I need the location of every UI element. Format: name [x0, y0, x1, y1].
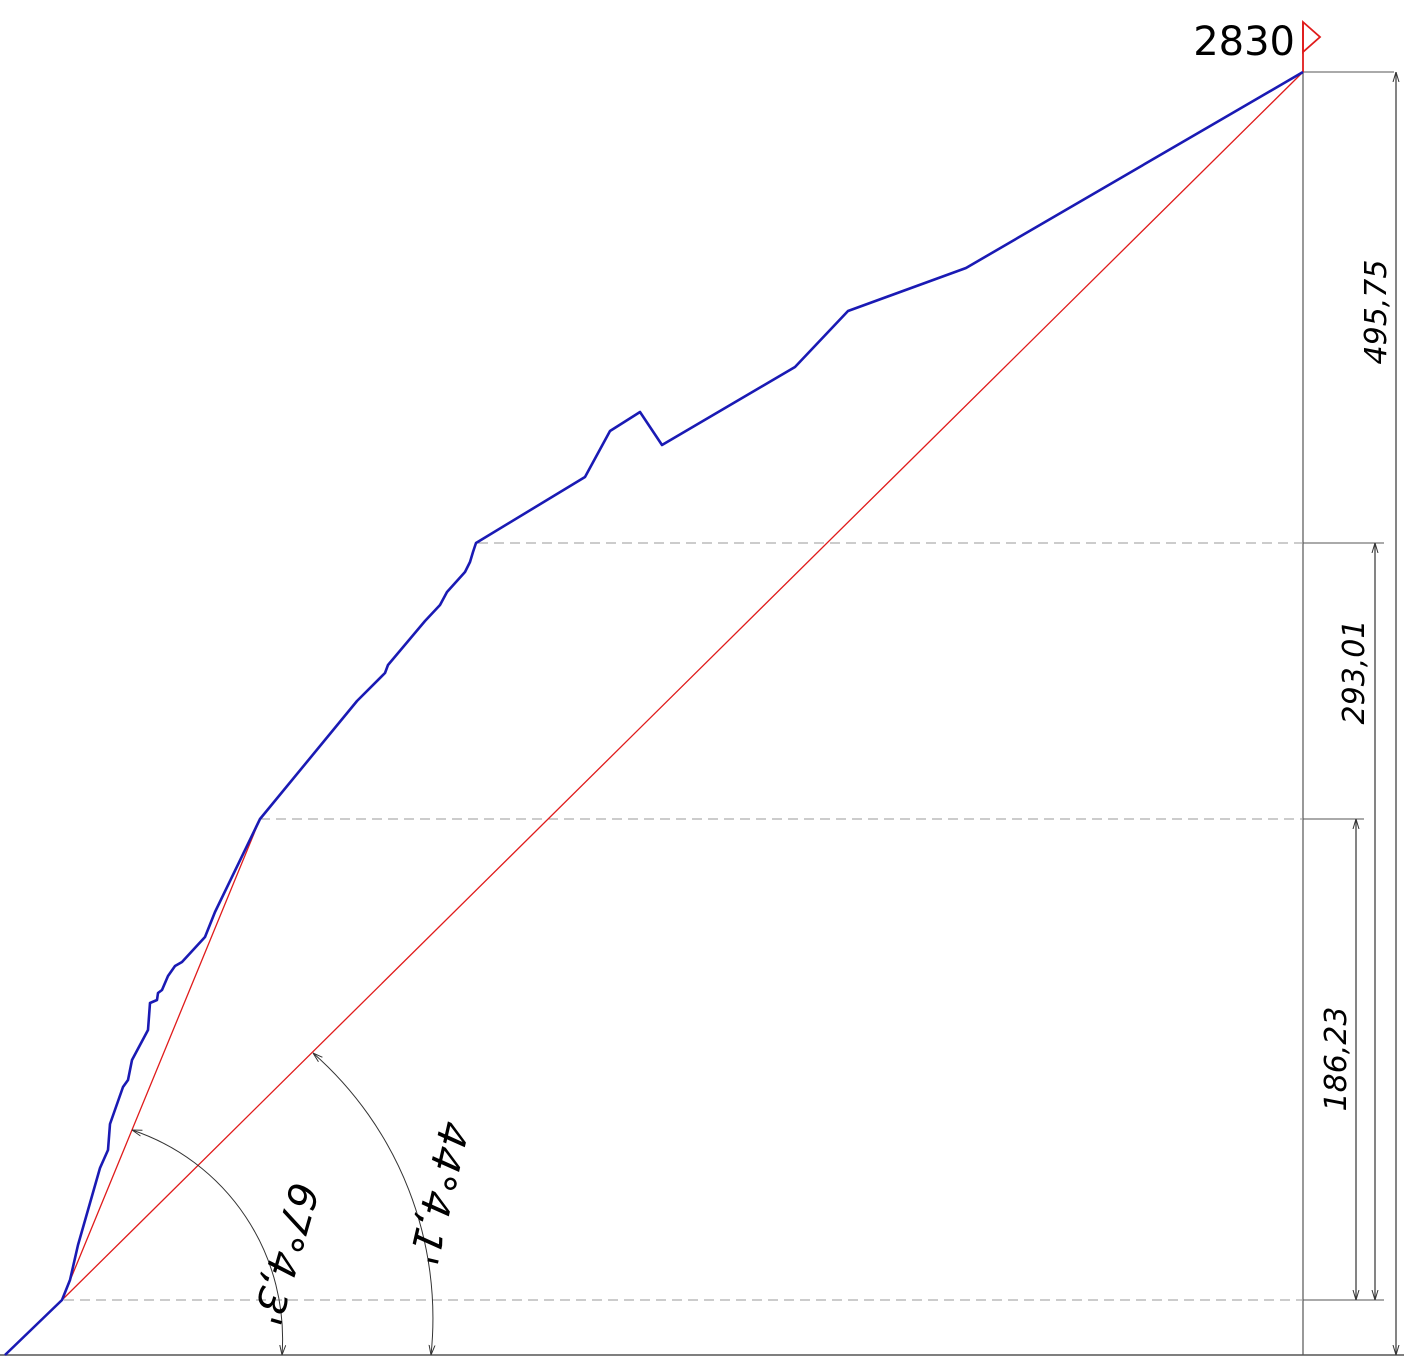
chord-line-lower [61, 818, 261, 1301]
elevation-label: 2830 [1193, 19, 1295, 65]
dimension-label-bottom: 186,23 [1319, 1007, 1354, 1112]
dimension-label-middle: 293,01 [1337, 620, 1372, 725]
angle-label-inner: 44°4,1' [399, 1117, 477, 1269]
dimension-label-top: 495,75 [1359, 260, 1394, 365]
angle-label-outer: 67°4,3' [242, 1177, 326, 1330]
chord-line-main [61, 71, 1304, 1301]
elevation-flag-icon [1302, 20, 1322, 72]
angle-arc-inner [313, 1053, 433, 1355]
angle-arc-outer [132, 1130, 283, 1355]
ground-profile-line [4, 70, 1304, 1356]
